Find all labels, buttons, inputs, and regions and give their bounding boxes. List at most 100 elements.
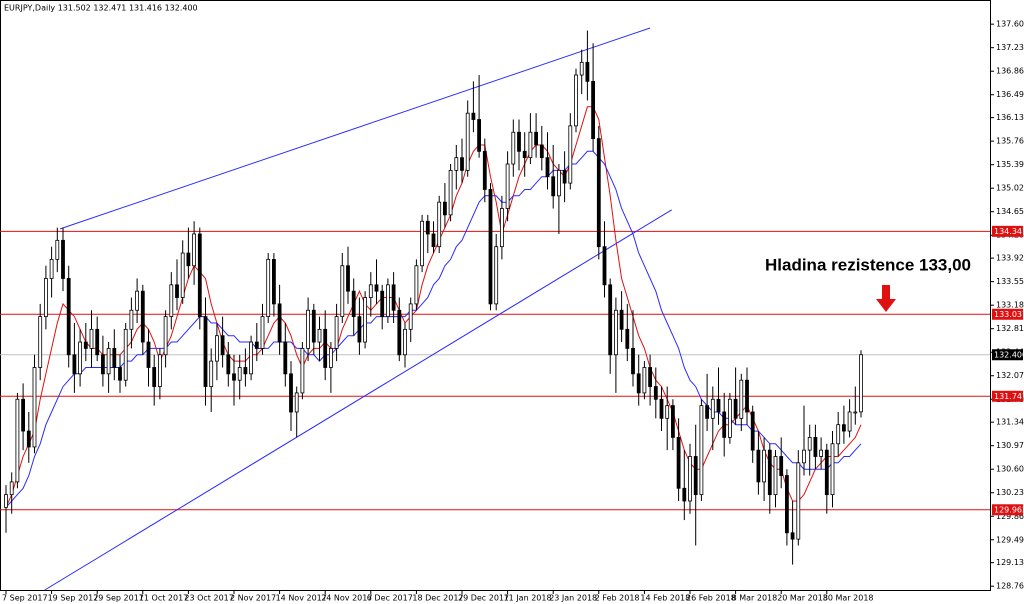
candle-body — [585, 61, 590, 82]
candle-body — [722, 411, 727, 438]
candle-body — [254, 341, 259, 349]
candle-body — [785, 475, 789, 534]
candle-body — [112, 348, 117, 368]
level-badge — [992, 504, 1023, 516]
y-tick-label: 133.180 — [996, 301, 1024, 310]
candle-body — [671, 405, 675, 438]
candle-body — [357, 316, 362, 343]
y-tick-label: 136.130 — [996, 113, 1024, 122]
y-tick-label: 137.600 — [996, 20, 1024, 29]
candle-body — [522, 150, 527, 159]
candle-body — [568, 125, 573, 184]
x-tick-label: 14 Feb 2018 — [640, 594, 690, 603]
x-tick-label: 8 Mar 2018 — [732, 594, 778, 603]
candle-body — [779, 456, 784, 476]
candle-body — [477, 119, 482, 152]
trend-line — [59, 27, 651, 230]
candle-body — [83, 341, 88, 349]
candle-body — [368, 284, 373, 298]
y-tick-label: 133.550 — [996, 277, 1024, 286]
candle-body — [220, 335, 225, 356]
x-tick-label: 18 Dec 2017 — [412, 594, 463, 603]
candle-body — [842, 424, 846, 432]
candle-body — [66, 278, 71, 356]
y-tick-label: 136.490 — [996, 90, 1024, 99]
candle-body — [123, 328, 128, 381]
candle-body — [710, 398, 715, 419]
candle-body — [175, 284, 179, 298]
candle-body — [61, 239, 65, 279]
candle-body — [596, 138, 601, 248]
y-tick-label: 135.390 — [996, 160, 1024, 169]
y-tick-label: 129.490 — [996, 535, 1024, 544]
x-tick-label: 2 Feb 2018 — [595, 594, 640, 603]
candle-body — [334, 316, 339, 349]
candle-body — [454, 157, 459, 171]
x-tick-label: 26 Feb 2018 — [686, 594, 736, 603]
candle-body — [762, 449, 766, 483]
candle-body — [152, 367, 157, 387]
candle-body — [614, 309, 618, 356]
x-tick-label: 2 Nov 2017 — [230, 594, 276, 603]
candle-body — [289, 373, 293, 413]
candle-body — [625, 328, 630, 349]
candle-body — [733, 398, 738, 419]
candle-body — [562, 169, 567, 184]
candle-body — [442, 201, 447, 216]
y-tick-label: 137.230 — [996, 43, 1024, 52]
candle-body — [294, 392, 299, 413]
level-badge-label: 134.341 — [994, 227, 1024, 236]
y-tick-label: 133.920 — [996, 254, 1024, 263]
candle-body — [95, 328, 100, 356]
candle-body — [72, 354, 77, 375]
candle-body — [340, 265, 345, 318]
candle-body — [26, 430, 31, 448]
candle-body — [557, 169, 561, 197]
candle-body — [836, 424, 841, 445]
candle-body — [802, 449, 806, 464]
level-badge — [992, 390, 1023, 402]
candle-body — [32, 367, 37, 448]
candle-body — [44, 278, 48, 318]
candle-body — [471, 112, 476, 120]
arrow-down — [876, 285, 896, 312]
x-tick-label: 24 Nov 2017 — [321, 594, 372, 603]
candle-body — [830, 443, 835, 496]
candle-body — [283, 341, 288, 375]
chart-title: EURJPY,Daily 131.502 132.471 131.416 132… — [4, 4, 198, 13]
candle-body — [214, 335, 219, 362]
candle-body — [403, 328, 407, 356]
candle-body — [636, 373, 641, 394]
candle-body — [311, 309, 316, 343]
candle-body — [790, 532, 795, 540]
candle-body — [659, 398, 664, 419]
candle-body — [665, 405, 670, 419]
candle-body — [819, 449, 823, 457]
candle-body — [192, 233, 197, 267]
candle-body — [237, 367, 242, 381]
y-tick-label: 135.020 — [996, 184, 1024, 193]
y-tick-label: 129.130 — [996, 558, 1024, 567]
candle-body — [118, 367, 122, 381]
candle-body — [847, 411, 852, 432]
y-tick-label: 130.970 — [996, 441, 1024, 450]
candle-body — [277, 303, 282, 343]
candle-body — [414, 265, 419, 305]
candle-body — [494, 246, 499, 305]
candle-body — [739, 379, 744, 419]
candle-body — [511, 131, 516, 165]
candle-body — [266, 258, 271, 318]
candle-body — [705, 405, 709, 419]
y-tick-label: 135.760 — [996, 137, 1024, 146]
candle-body — [49, 258, 54, 279]
candle-body — [203, 316, 208, 387]
candle-body — [534, 131, 538, 146]
candle-body — [750, 411, 755, 451]
candle-body — [688, 456, 692, 502]
candle-body — [21, 398, 26, 432]
candle-body — [619, 309, 624, 330]
candle-body — [271, 258, 276, 305]
candle-body — [55, 239, 60, 260]
y-tick-label: 132.070 — [996, 371, 1024, 380]
